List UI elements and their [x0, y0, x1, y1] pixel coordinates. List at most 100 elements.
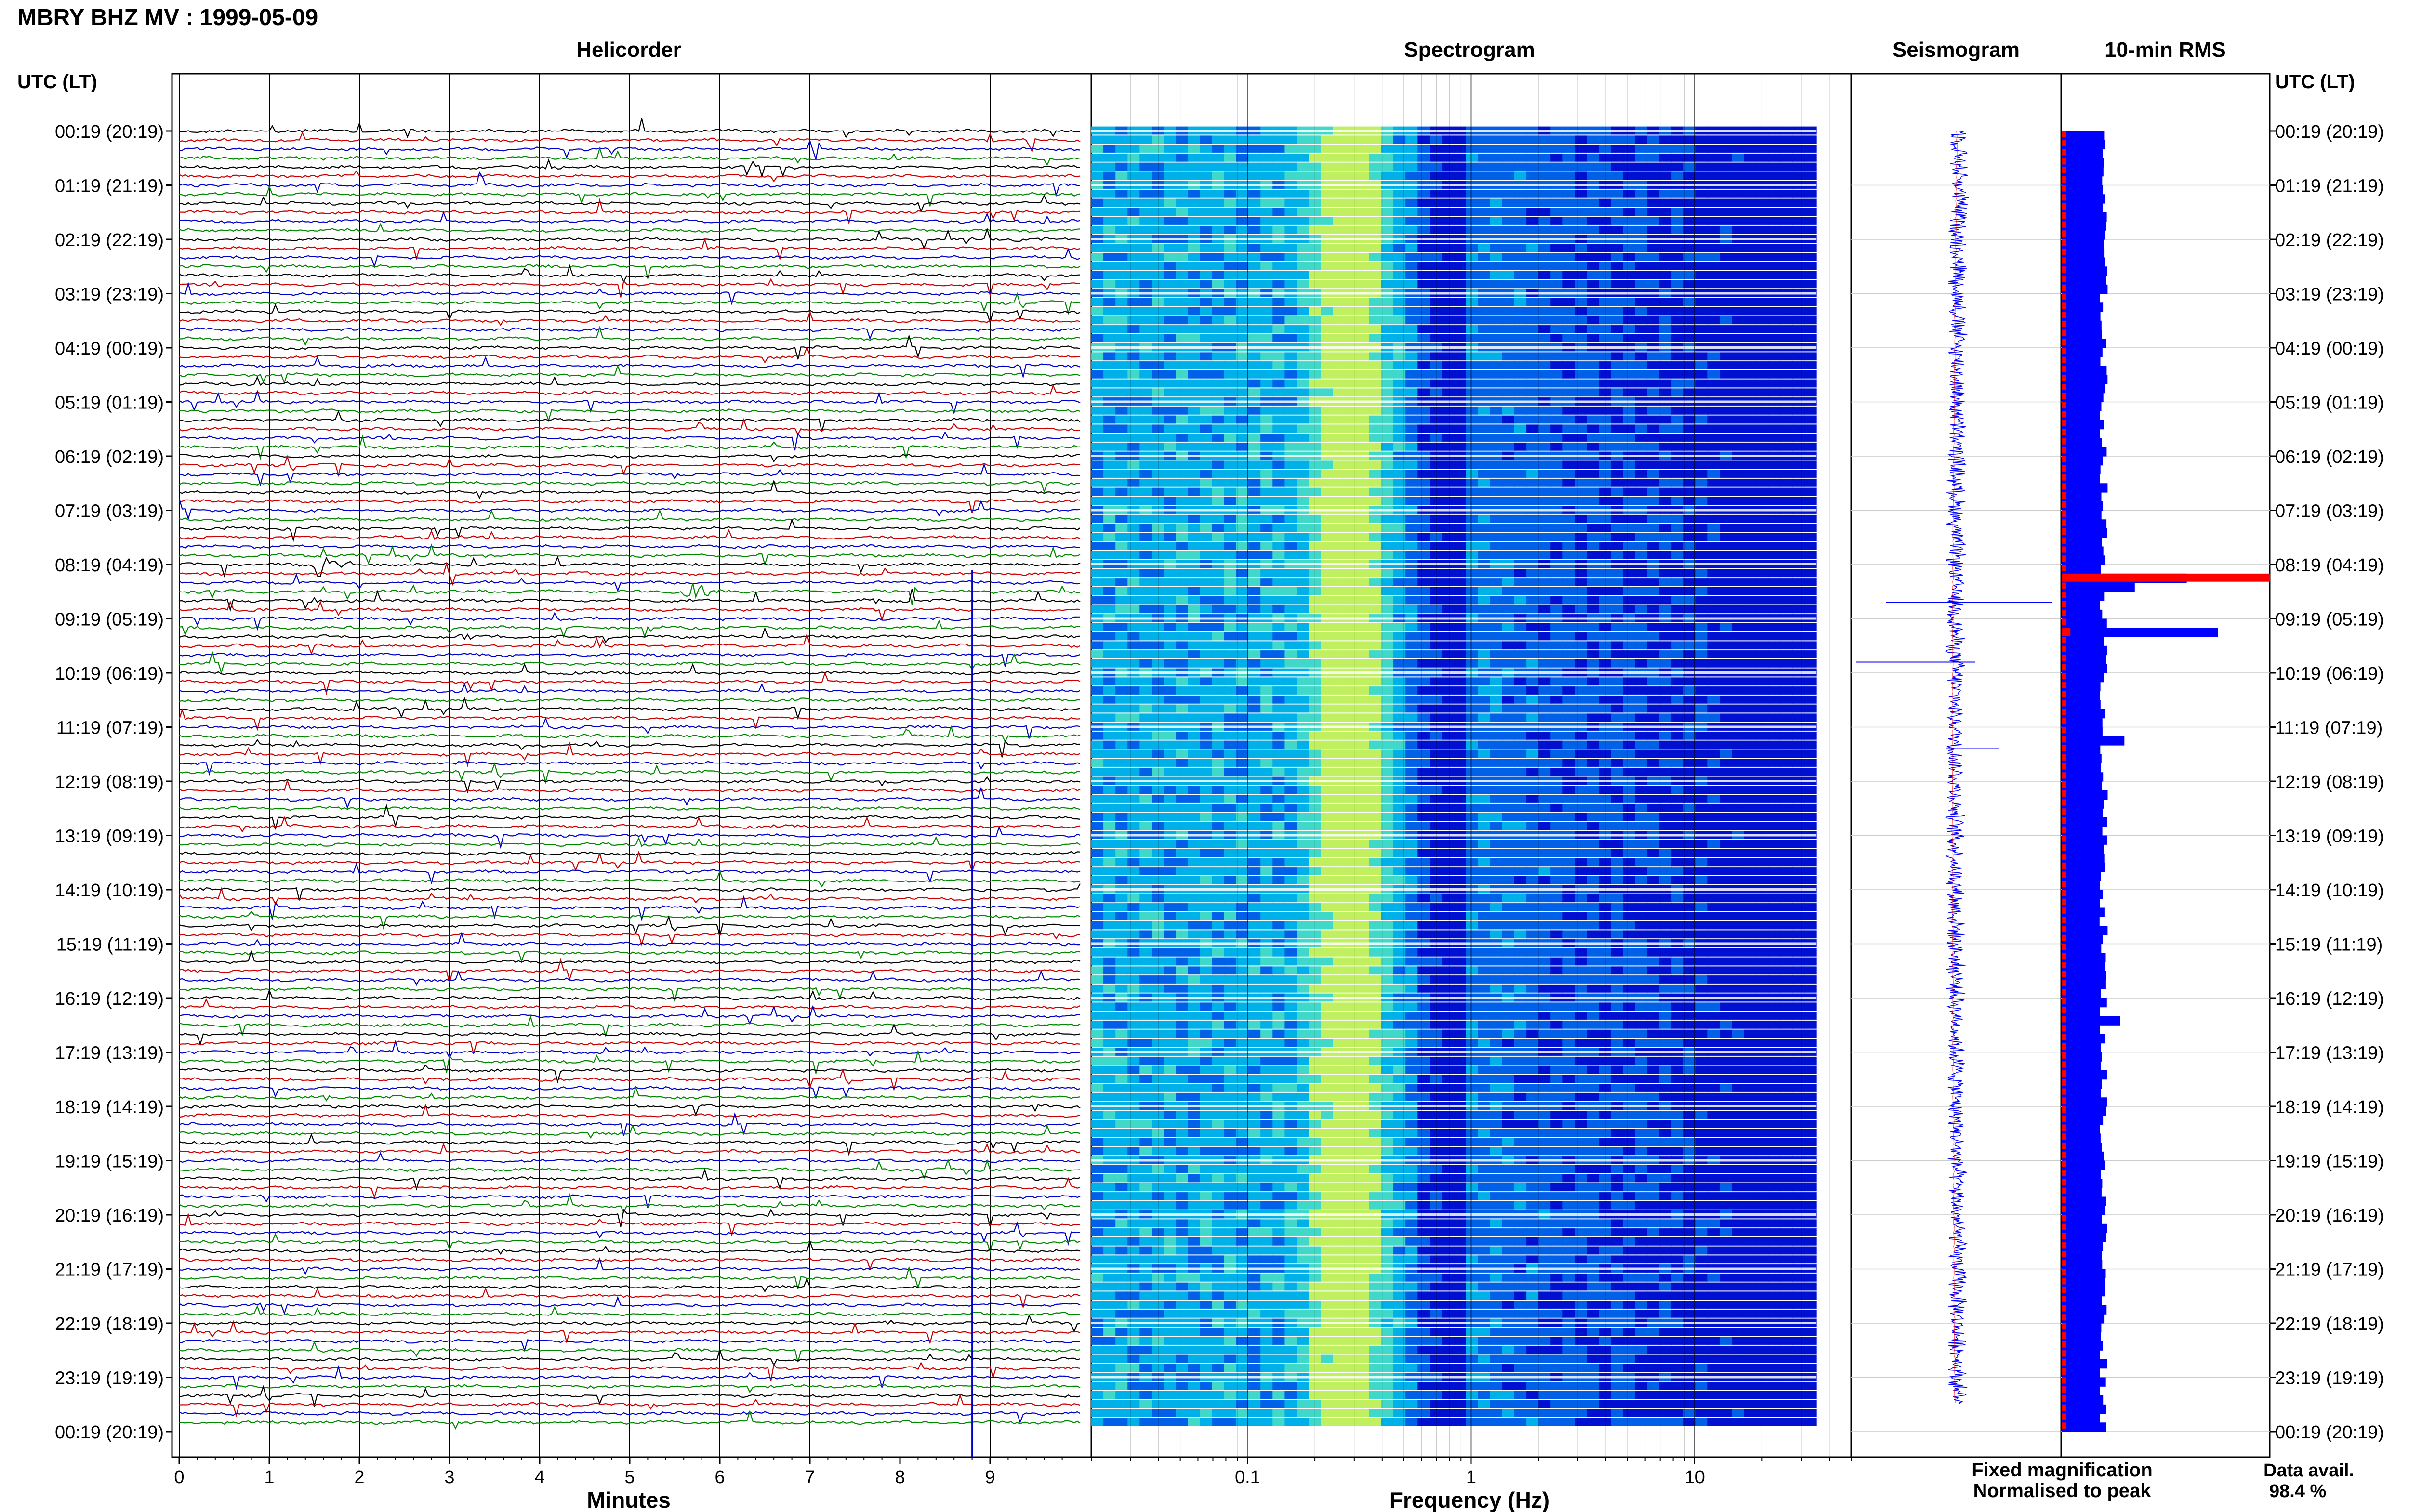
- spectrogram-cell: [1224, 740, 1237, 749]
- spectrogram-cell: [1200, 704, 1213, 713]
- spectrogram-cell: [1611, 569, 1624, 578]
- spectrogram-cell: [1454, 713, 1467, 722]
- spectrogram-cell: [1526, 749, 1539, 758]
- spectrogram-cell: [1623, 415, 1636, 424]
- spectrogram-cell: [1732, 153, 1745, 162]
- spectrogram-cell: [1224, 786, 1237, 794]
- spectrogram-cell: [1115, 497, 1128, 505]
- spectrogram-cell: [1526, 605, 1539, 614]
- spectrogram-cell: [1744, 415, 1757, 424]
- spectrogram-cell: [1393, 478, 1406, 487]
- spectrogram-cell: [1466, 135, 1479, 144]
- spectrogram-cell: [1369, 533, 1382, 541]
- spectrogram-cell: [1562, 786, 1575, 794]
- spectrogram-cell: [1599, 271, 1612, 279]
- spectrogram-cell: [1756, 524, 1769, 532]
- spectrogram-cell: [1176, 795, 1189, 803]
- spectrogram-cell: [1526, 153, 1539, 162]
- spectrogram-cell: [1575, 551, 1588, 559]
- spectrogram-cell: [1575, 587, 1588, 595]
- spectrogram-cell: [1103, 145, 1116, 153]
- spectrogram-cell: [1309, 478, 1322, 487]
- spectrogram-cell: [1647, 641, 1660, 650]
- spectrogram-cell: [1550, 695, 1563, 704]
- spectrogram-cell: [1333, 225, 1346, 234]
- spectrogram-cell: [1744, 388, 1757, 397]
- helicorder-trace-line: [179, 264, 1081, 283]
- spectrogram-cell: [1333, 271, 1346, 279]
- spectrogram-cell: [1744, 225, 1757, 234]
- spectrogram-cell: [1345, 587, 1358, 595]
- spectrogram-cell: [1454, 813, 1467, 821]
- helicorder-trace-line: [179, 619, 1081, 639]
- spectrogram-cell: [1224, 822, 1237, 830]
- spectrogram-cell: [1671, 749, 1684, 758]
- spectrogram-cell: [1442, 686, 1455, 695]
- spectrogram-cell: [1297, 767, 1310, 776]
- spectrogram-cell: [1732, 497, 1745, 505]
- spectrogram-cell: [1236, 587, 1249, 595]
- spectrogram-cell: [1430, 189, 1443, 198]
- spectrogram-cell: [1562, 569, 1575, 578]
- helicorder-trace-line: [179, 292, 1081, 316]
- spectrogram-cell: [1393, 533, 1406, 541]
- spectrogram-cell: [1115, 189, 1128, 198]
- spectrogram-cell: [1091, 767, 1104, 776]
- spectrogram-cell: [1176, 587, 1189, 595]
- spectrogram-cell: [1212, 650, 1225, 658]
- spectrogram-cell: [1176, 497, 1189, 505]
- spectrogram-cell: [1224, 623, 1237, 631]
- spectrogram-cell: [1152, 786, 1165, 794]
- spectrogram-cell: [1780, 442, 1793, 451]
- spectrogram-cell: [1695, 470, 1708, 478]
- spectrogram-cell: [1695, 786, 1708, 794]
- spectrogram-cell: [1562, 514, 1575, 523]
- helicorder-trace-line: [179, 1320, 1081, 1345]
- spectrogram-cell: [1381, 731, 1394, 740]
- spectrogram-cell: [1720, 659, 1733, 668]
- spectrogram-cell: [1200, 189, 1213, 198]
- spectrogram-cell: [1635, 415, 1648, 424]
- spectrogram-cell: [1720, 262, 1733, 270]
- spectrogram-cell: [1454, 244, 1467, 252]
- spectrogram-cell: [1127, 659, 1140, 668]
- spectrogram-cell: [1707, 569, 1720, 578]
- spectrogram-cell: [1635, 406, 1648, 415]
- spectrogram-cell: [1284, 795, 1297, 803]
- spectrogram-cell: [1792, 198, 1805, 207]
- spectrogram-cell: [1490, 334, 1503, 342]
- spectrogram-cell: [1587, 361, 1600, 369]
- spectrogram-cell: [1284, 569, 1297, 578]
- spectrogram-cell: [1236, 677, 1249, 686]
- spectrogram-cell: [1127, 153, 1140, 162]
- spectrogram-cell: [1297, 145, 1310, 153]
- spectrogram-cell: [1176, 632, 1189, 641]
- spectrogram-cell: [1514, 217, 1527, 225]
- spectrogram-cell: [1212, 352, 1225, 361]
- spectrogram-cell: [1756, 695, 1769, 704]
- spectrogram-cell: [1659, 786, 1672, 794]
- spectrogram-cell: [1659, 145, 1672, 153]
- spectrogram-cell: [1804, 352, 1817, 361]
- spectrogram-cell: [1333, 740, 1346, 749]
- spectrogram-cell: [1430, 786, 1443, 794]
- spectrogram-cell: [1200, 487, 1213, 496]
- spectrogram-cell: [1091, 280, 1104, 289]
- spectrogram-cell: [1248, 731, 1261, 740]
- spectrogram-cell: [1732, 442, 1745, 451]
- spectrogram-cell: [1562, 162, 1575, 171]
- spectrogram-cell: [1393, 487, 1406, 496]
- spectrogram-cell: [1381, 478, 1394, 487]
- spectrogram-cell: [1139, 641, 1152, 650]
- spectrogram-cell: [1756, 749, 1769, 758]
- spectrogram-cell: [1248, 813, 1261, 821]
- spectrogram-cell: [1804, 686, 1817, 695]
- spectrogram-cell: [1430, 587, 1443, 595]
- spectrogram-cell: [1260, 587, 1273, 595]
- spectrogram-cell: [1103, 695, 1116, 704]
- spectrogram-cell: [1152, 822, 1165, 830]
- spectrogram-cell: [1466, 632, 1479, 641]
- spectrogram-cell: [1683, 153, 1696, 162]
- spectrogram-cell: [1164, 460, 1177, 469]
- spectrogram-cell: [1127, 225, 1140, 234]
